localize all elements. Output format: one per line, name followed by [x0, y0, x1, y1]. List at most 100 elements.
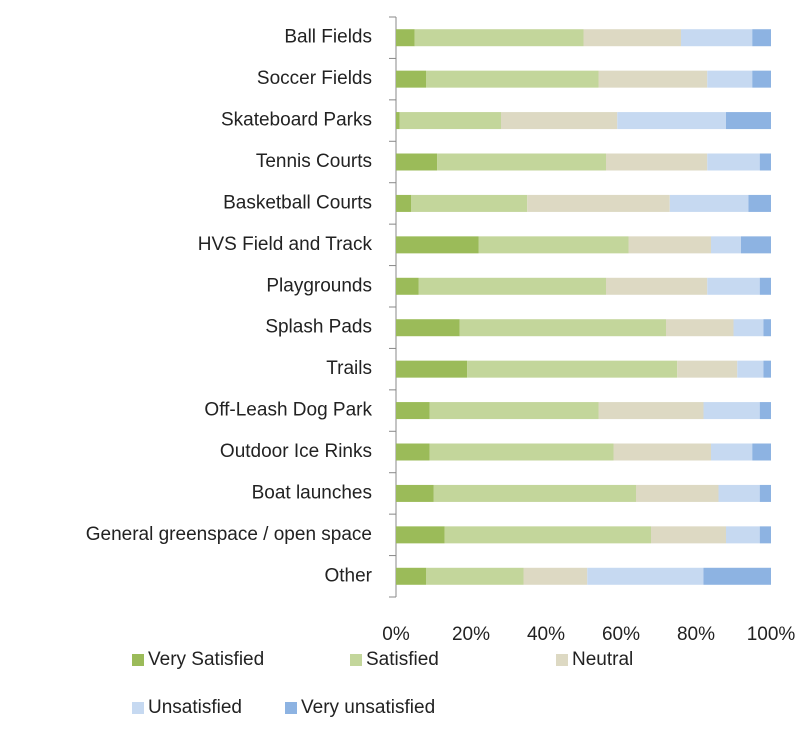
- y-tick-label: Tennis Courts: [256, 151, 372, 172]
- bar-segment: [711, 443, 753, 461]
- bar-segment: [433, 484, 636, 502]
- bar-segment: [759, 402, 771, 420]
- bar-segment: [399, 112, 501, 130]
- bar-segment: [606, 277, 708, 295]
- bar-segment: [707, 70, 753, 88]
- legend-label: Very unsatisfied: [301, 697, 435, 718]
- x-tick-label: 100%: [747, 624, 796, 645]
- bar-segment: [396, 29, 415, 47]
- y-tick-label: Other: [324, 565, 372, 586]
- bar-segment: [396, 277, 419, 295]
- legend-swatch: [132, 654, 144, 666]
- bar-segment: [396, 70, 426, 88]
- y-tick-label: HVS Field and Track: [198, 234, 373, 255]
- bar-segment: [651, 526, 726, 544]
- y-tick-label: Splash Pads: [265, 317, 372, 338]
- bar-segment: [748, 194, 771, 212]
- bar-segment: [396, 402, 430, 420]
- x-tick-label: 40%: [527, 624, 565, 645]
- legend-swatch: [285, 702, 297, 714]
- bar-segment: [396, 567, 426, 585]
- y-tick-label: General greenspace / open space: [86, 524, 372, 545]
- bar-segment: [628, 236, 711, 254]
- legend-label: Neutral: [572, 649, 633, 670]
- legend-label: Very Satisfied: [148, 649, 264, 670]
- bar-segment: [726, 526, 760, 544]
- legend-swatch: [132, 702, 144, 714]
- y-tick-label: Basketball Courts: [223, 192, 372, 213]
- y-tick-label: Soccer Fields: [257, 68, 372, 89]
- bar-segment: [396, 319, 460, 337]
- legend-swatch: [350, 654, 362, 666]
- bar-segment: [478, 236, 629, 254]
- bar-segment: [396, 236, 479, 254]
- y-tick-label: Off-Leash Dog Park: [204, 400, 372, 421]
- y-tick-label: Trails: [326, 358, 372, 379]
- bar-segment: [429, 402, 599, 420]
- bar-segment: [429, 443, 614, 461]
- bar-segment: [606, 153, 708, 171]
- bar-segment: [707, 153, 760, 171]
- bar-segment: [527, 194, 670, 212]
- x-tick-label: 0%: [382, 624, 410, 645]
- bar-segment: [707, 277, 760, 295]
- bar-segment: [414, 29, 584, 47]
- bar-segment: [459, 319, 666, 337]
- bar-segment: [759, 484, 771, 502]
- bar-segment: [703, 402, 760, 420]
- y-tick-label: Outdoor Ice Rinks: [220, 441, 372, 462]
- bar-segment: [737, 360, 764, 378]
- y-tick-label: Skateboard Parks: [221, 110, 372, 131]
- bar-segment: [426, 567, 524, 585]
- bar-segment: [763, 360, 771, 378]
- bar-segment: [636, 484, 719, 502]
- y-tick-label: Boat launches: [252, 482, 372, 503]
- bar-segment: [759, 153, 771, 171]
- bar-segment: [467, 360, 678, 378]
- bar-segment: [396, 526, 445, 544]
- bar-segment: [752, 443, 771, 461]
- bar-segment: [426, 70, 599, 88]
- bar-segment: [396, 153, 438, 171]
- bar-segment: [396, 360, 468, 378]
- x-tick-label: 20%: [452, 624, 490, 645]
- bar-segment: [711, 236, 741, 254]
- bar-segment: [752, 70, 771, 88]
- bar-segment: [501, 112, 618, 130]
- bar-segment: [437, 153, 606, 171]
- bar-segment: [583, 29, 681, 47]
- bar-segment: [598, 402, 704, 420]
- bar-segment: [763, 319, 771, 337]
- x-tick-label: 60%: [602, 624, 640, 645]
- bar-segment: [396, 112, 400, 130]
- bar-segment: [703, 567, 771, 585]
- bar-segment: [396, 443, 430, 461]
- bar-segment: [418, 277, 606, 295]
- legend-label: Unsatisfied: [148, 697, 242, 718]
- bar-segment: [396, 194, 411, 212]
- bar-segment: [617, 112, 726, 130]
- bar-segment: [444, 526, 651, 544]
- y-tick-label: Playgrounds: [266, 275, 372, 296]
- legend-label: Satisfied: [366, 649, 439, 670]
- legend-swatch: [556, 654, 568, 666]
- bar-segment: [681, 29, 753, 47]
- bar-segment: [677, 360, 738, 378]
- bar-segment: [759, 526, 771, 544]
- bar-segment: [523, 567, 588, 585]
- bar-segment: [587, 567, 704, 585]
- bar-segment: [759, 277, 771, 295]
- bar-segment: [718, 484, 760, 502]
- bar-segment: [411, 194, 528, 212]
- bar-segment: [752, 29, 771, 47]
- bar-segment: [669, 194, 749, 212]
- y-tick-label: Ball Fields: [284, 27, 372, 48]
- x-tick-label: 80%: [677, 624, 715, 645]
- bar-segment: [613, 443, 711, 461]
- bar-segment: [396, 484, 434, 502]
- bar-segment: [733, 319, 764, 337]
- bar-segment: [741, 236, 771, 254]
- bar-segment: [726, 112, 771, 130]
- bar-segment: [666, 319, 734, 337]
